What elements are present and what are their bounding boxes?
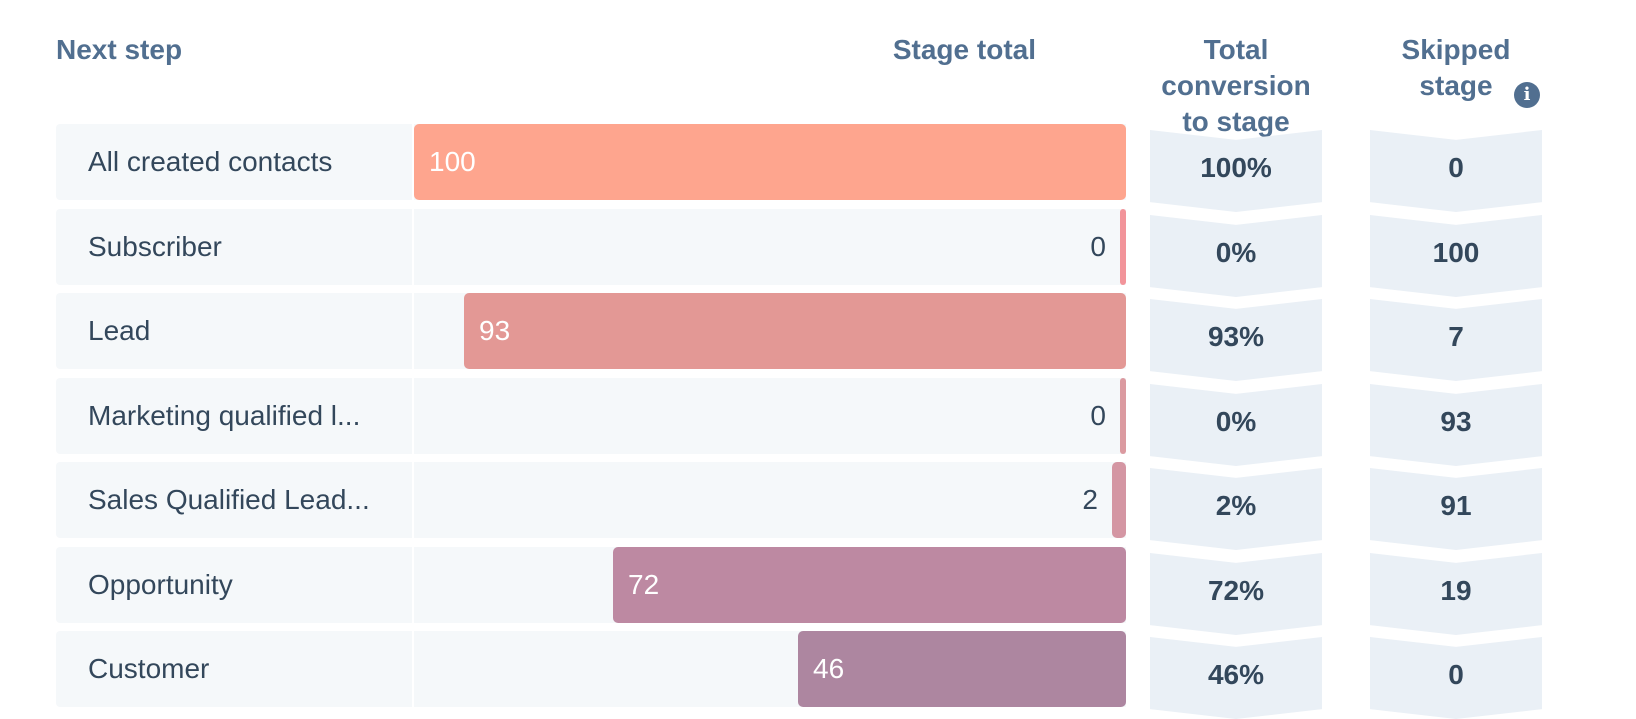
conversion-cell: 72% <box>1150 553 1322 635</box>
conversion-cell: 0% <box>1150 215 1322 297</box>
bar-track: 0 <box>414 209 1126 285</box>
bar-track: 93 <box>414 293 1126 369</box>
bar-track: 0 <box>414 378 1126 454</box>
skipped-cell: 19 <box>1370 553 1542 635</box>
skipped-cell: 91 <box>1370 468 1542 550</box>
info-icon[interactable]: i <box>1514 82 1540 108</box>
stage-label-cell: All created contacts <box>56 124 412 200</box>
funnel-row: Subscriber 0 <box>56 209 1126 285</box>
stage-bar[interactable] <box>414 124 1126 200</box>
stage-bar[interactable] <box>798 631 1126 707</box>
skipped-cell: 93 <box>1370 384 1542 466</box>
skipped-value: 0 <box>1448 152 1464 183</box>
stage-label-cell: Subscriber <box>56 209 412 285</box>
funnel-row: All created contacts 100 <box>56 124 1126 200</box>
skipped-value: 93 <box>1440 406 1472 437</box>
funnel-row: Sales Qualified Lead... 2 <box>56 462 1126 538</box>
stage-total-value: 0 <box>1090 400 1106 431</box>
stage-label: All created contacts <box>88 146 333 177</box>
conversion-cell: 2% <box>1150 468 1322 550</box>
stage-total-value: 100 <box>429 146 476 177</box>
funnel-row: Lead 93 <box>56 293 1126 369</box>
conversion-value: 0% <box>1215 406 1257 437</box>
stage-label-cell: Marketing qualified l... <box>56 378 412 454</box>
conversion-cell: 93% <box>1150 299 1322 381</box>
conversion-value: 2% <box>1215 490 1257 521</box>
stage-total-header: Stage total <box>892 34 1036 65</box>
funnel-row: Customer 46 <box>56 631 1126 707</box>
skipped-cell: 0 <box>1370 637 1542 719</box>
bar-track: 100 <box>414 124 1126 200</box>
skipped-cell: 7 <box>1370 299 1542 381</box>
funnel-row: Marketing qualified l... 0 <box>56 378 1126 454</box>
stage-bar[interactable] <box>1120 378 1126 454</box>
conversion-value: 93% <box>1207 321 1265 352</box>
conversion-value: 100% <box>1200 152 1272 183</box>
stage-label-cell: Sales Qualified Lead... <box>56 462 412 538</box>
stage-label-cell: Lead <box>56 293 412 369</box>
stage-label-cell: Customer <box>56 631 412 707</box>
stage-total-value: 0 <box>1090 231 1106 262</box>
stage-bar[interactable] <box>613 547 1126 623</box>
stage-label: Marketing qualified l... <box>88 400 361 431</box>
stage-bar[interactable] <box>1120 209 1126 285</box>
conversion-cell: 46% <box>1150 637 1322 719</box>
stage-label: Opportunity <box>88 569 233 600</box>
funnel-row: Opportunity 72 <box>56 547 1126 623</box>
stage-label-cell: Opportunity <box>56 547 412 623</box>
conversion-value: 46% <box>1207 659 1265 690</box>
stage-bar[interactable] <box>1112 462 1126 538</box>
stage-total-value: 72 <box>628 569 660 600</box>
stage-total-value: 2 <box>1082 484 1098 515</box>
stage-label: Lead <box>88 315 151 346</box>
stage-total-value: 46 <box>813 653 845 684</box>
bar-track: 72 <box>414 547 1126 623</box>
conversion-value: 72% <box>1207 575 1265 606</box>
skipped-value: 100 <box>1432 237 1480 268</box>
stage-bar[interactable] <box>464 293 1126 369</box>
skipped-value: 91 <box>1440 490 1472 521</box>
stage-label: Sales Qualified Lead... <box>88 484 370 515</box>
total-conversion-header: Total conversion to stage <box>1161 34 1311 137</box>
stage-label: Subscriber <box>88 231 222 262</box>
skipped-stage-header: Skipped stage i <box>1370 32 1542 108</box>
bar-track: 46 <box>414 631 1126 707</box>
conversion-cell: 0% <box>1150 384 1322 466</box>
skipped-value: 0 <box>1448 659 1464 690</box>
next-step-header: Next step <box>56 34 183 65</box>
skipped-cell: 0 <box>1370 130 1542 212</box>
skipped-value: 19 <box>1440 575 1472 606</box>
stage-total-value: 93 <box>479 315 511 346</box>
bar-track: 2 <box>414 462 1126 538</box>
conversion-cell: 100% <box>1150 130 1322 212</box>
skipped-stage-title: Skipped stage <box>1401 34 1511 101</box>
conversion-value: 0% <box>1215 237 1257 268</box>
skipped-value: 7 <box>1448 321 1464 352</box>
stage-label: Customer <box>88 653 210 684</box>
skipped-cell: 100 <box>1370 215 1542 297</box>
